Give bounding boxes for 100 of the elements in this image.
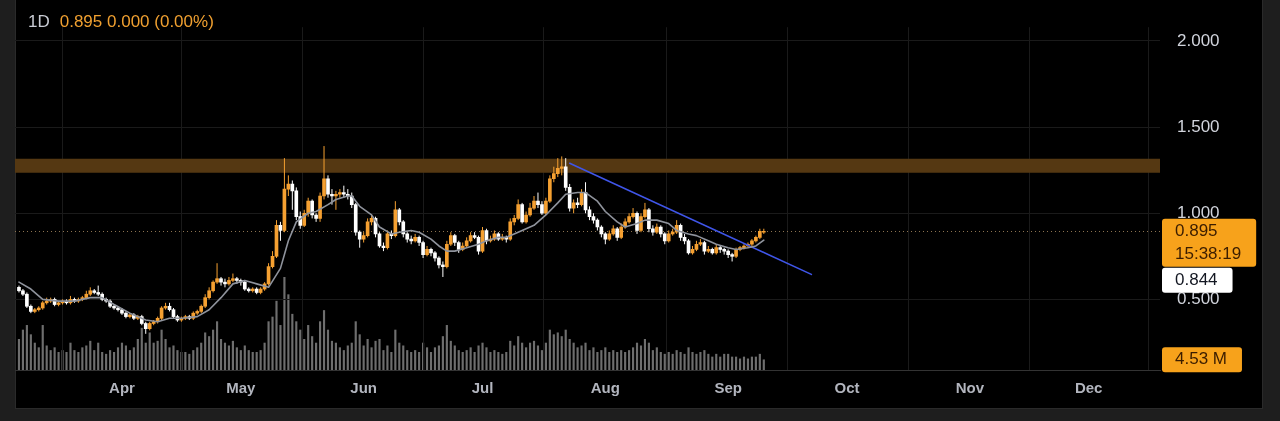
x-tick-label: Jun [350, 379, 377, 397]
bar [326, 329, 330, 370]
candlestick [555, 157, 560, 178]
bar [196, 347, 199, 370]
x-tick-label: Dec [1074, 379, 1103, 397]
bar [318, 321, 322, 370]
bar [160, 329, 163, 370]
bar [731, 356, 734, 370]
bar [600, 350, 603, 370]
bar [398, 342, 401, 370]
bar [536, 345, 540, 370]
bar [140, 327, 143, 370]
bar [144, 342, 147, 370]
x-tick-label: Aug [590, 379, 620, 397]
bar [719, 356, 722, 370]
bar [204, 332, 207, 370]
bar [21, 329, 24, 370]
bar [45, 345, 48, 370]
candlestick [231, 273, 235, 283]
bar [679, 352, 682, 370]
bar [552, 334, 555, 370]
bar [608, 352, 611, 370]
bar [663, 353, 666, 370]
bar [449, 340, 452, 370]
chart-subtitle: 0.895 0.000 (0.00%) [59, 12, 214, 31]
x-tick-label: Oct [834, 379, 860, 397]
bar [322, 310, 326, 370]
y-tick-label: 1.000 [1177, 202, 1220, 222]
bar [394, 329, 397, 370]
bar [485, 347, 488, 370]
x-tick-label: Sep [714, 379, 742, 397]
bar [97, 342, 100, 370]
bar [303, 338, 306, 370]
candlestick [726, 248, 730, 259]
bar [556, 332, 559, 370]
bar [659, 352, 662, 370]
bar [354, 321, 357, 370]
text: 0.844 [1175, 270, 1218, 290]
bar [17, 338, 21, 370]
bar [124, 345, 128, 370]
bar [101, 352, 104, 370]
bar [639, 345, 643, 370]
bar [338, 347, 341, 370]
bar [212, 329, 215, 370]
bar [723, 353, 726, 370]
bar [402, 345, 405, 370]
bar [544, 342, 547, 370]
candlestick [516, 198, 520, 221]
bar [501, 353, 504, 370]
bar [742, 356, 746, 370]
bar [350, 342, 353, 370]
x-tick-label: Jul [471, 379, 494, 397]
bar [89, 340, 92, 370]
bar [429, 352, 433, 370]
bar [192, 350, 195, 370]
bar [481, 342, 484, 370]
bar [643, 338, 647, 370]
y-tick-label: 1.500 [1177, 116, 1220, 136]
bar [33, 342, 36, 370]
bar [465, 350, 468, 370]
bar [675, 350, 678, 370]
bar [295, 321, 298, 370]
bar [521, 342, 524, 370]
bar [208, 336, 211, 370]
bar [29, 334, 32, 370]
bar [77, 352, 80, 370]
bar [695, 353, 698, 370]
bar [497, 352, 500, 370]
x-tick-label: Apr [109, 379, 136, 397]
bar [184, 352, 187, 370]
bar [37, 347, 40, 370]
bar [631, 347, 635, 370]
text: 15:38:19 [1175, 244, 1242, 264]
bar [703, 350, 706, 370]
bar [414, 350, 417, 370]
bar [418, 352, 421, 370]
bar [132, 347, 135, 370]
bar [699, 352, 702, 370]
bar [112, 352, 116, 370]
bar [57, 352, 60, 370]
bar [517, 336, 520, 370]
chart-title: 1D [28, 12, 50, 31]
bar [612, 350, 615, 370]
bar [239, 350, 242, 370]
ref-line-label: 0.895 [1175, 221, 1218, 241]
bar [287, 294, 290, 370]
bar [711, 356, 714, 370]
bar [330, 340, 334, 370]
bar [445, 325, 448, 370]
bar [592, 347, 595, 370]
bar [620, 350, 623, 370]
bar [362, 345, 365, 370]
bar [457, 350, 460, 370]
bar [509, 340, 512, 370]
bar [81, 347, 84, 370]
y-tick-label: 2.000 [1177, 30, 1220, 50]
y-tick-label: 0.500 [1177, 289, 1220, 309]
bar [651, 350, 654, 370]
candlestick [520, 202, 524, 225]
bar [25, 325, 28, 370]
